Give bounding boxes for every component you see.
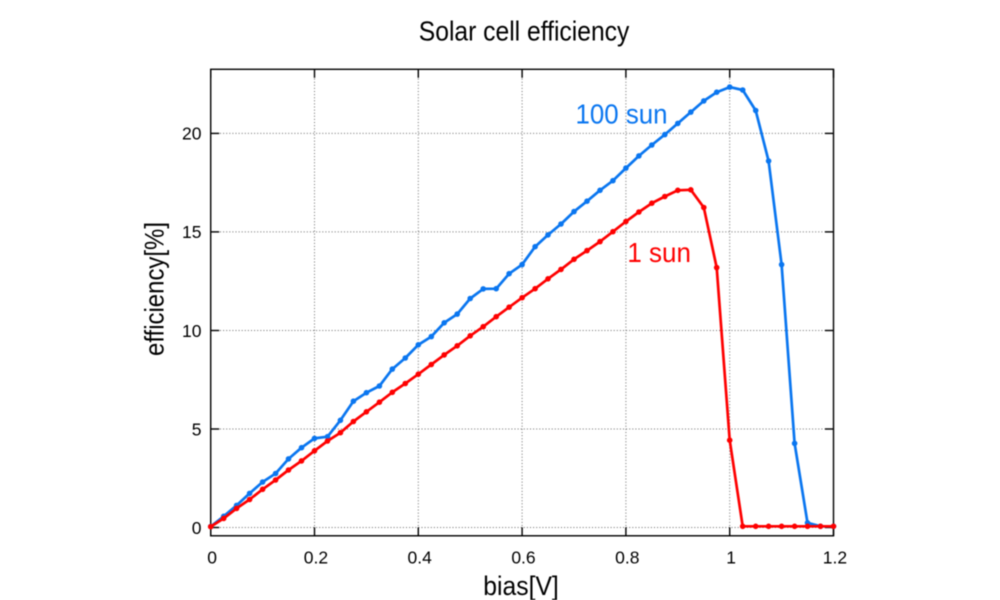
svg-text:0.2: 0.2 xyxy=(304,548,328,568)
svg-text:15: 15 xyxy=(182,222,201,242)
svg-text:0: 0 xyxy=(207,548,217,568)
svg-text:bias[V]: bias[V] xyxy=(483,571,559,600)
svg-text:10: 10 xyxy=(182,321,202,341)
svg-text:1: 1 xyxy=(726,548,736,568)
svg-text:0.4: 0.4 xyxy=(408,548,433,568)
svg-text:20: 20 xyxy=(182,124,202,144)
svg-text:Solar cell efficiency: Solar cell efficiency xyxy=(419,16,630,47)
svg-text:100 sun: 100 sun xyxy=(576,99,668,130)
svg-text:efficiency[%]: efficiency[%] xyxy=(140,222,170,356)
svg-text:0.6: 0.6 xyxy=(511,548,535,568)
svg-text:0.8: 0.8 xyxy=(615,548,639,568)
svg-text:5: 5 xyxy=(192,419,202,439)
svg-text:1.2: 1.2 xyxy=(823,548,847,568)
svg-text:0: 0 xyxy=(192,518,202,538)
svg-text:1 sun: 1 sun xyxy=(627,237,691,268)
